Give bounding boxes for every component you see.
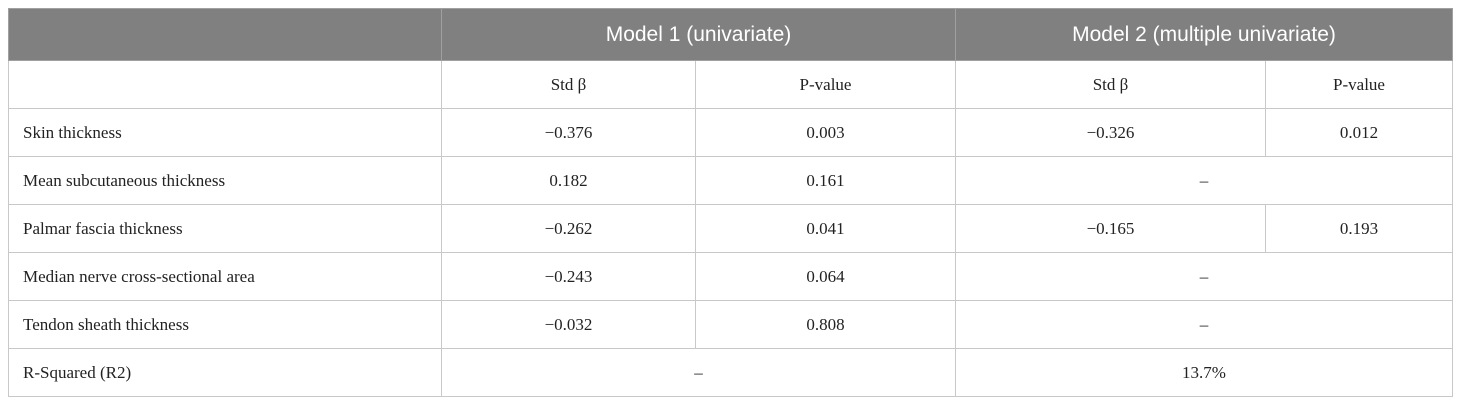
row: R-Squared (R2) – 13.7%: [8, 348, 1454, 397]
cell: −0.032: [441, 300, 696, 349]
header-cell: Model 2 (multiple univariate): [954, 8, 1454, 61]
cell: 0.161: [695, 156, 956, 205]
results-table: Model 1 (univariate) Model 2 (multiple u…: [8, 8, 1454, 397]
row: Skin thickness −0.376 0.003 −0.326 0.012: [8, 108, 1454, 157]
cell: 0.003: [695, 108, 956, 157]
row-label: Tendon sheath thickness: [8, 300, 442, 349]
cell: −0.243: [441, 252, 696, 301]
cell: 0.182: [441, 156, 696, 205]
empty-cell: [8, 60, 442, 109]
row-label: Mean subcutaneous thickness: [8, 156, 442, 205]
cell: –: [954, 252, 1454, 301]
row: Median nerve cross-sectional area −0.243…: [8, 252, 1454, 301]
cell: 0.012: [1264, 108, 1454, 157]
subheader-cell: P-value: [1264, 60, 1454, 109]
subheader-row: Std β P-value Std β P-value: [8, 60, 1454, 109]
cell: 0.808: [695, 300, 956, 349]
row: Mean subcutaneous thickness 0.182 0.161 …: [8, 156, 1454, 205]
empty-cell: [8, 8, 442, 61]
row: Palmar fascia thickness −0.262 0.041 −0.…: [8, 204, 1454, 253]
subheader-cell: Std β: [955, 60, 1266, 109]
subheader-cell: P-value: [695, 60, 956, 109]
row-label: Median nerve cross-sectional area: [8, 252, 442, 301]
cell: −0.376: [441, 108, 696, 157]
cell: –: [954, 300, 1454, 349]
header-cell: Model 1 (univariate): [441, 8, 956, 61]
cell: 0.064: [695, 252, 956, 301]
cell: –: [441, 348, 956, 397]
cell: −0.262: [441, 204, 696, 253]
header-row: Model 1 (univariate) Model 2 (multiple u…: [8, 8, 1454, 61]
subheader-cell: Std β: [441, 60, 696, 109]
cell: 0.193: [1264, 204, 1454, 253]
cell: 0.041: [695, 204, 956, 253]
cell: 13.7%: [954, 348, 1454, 397]
cell: −0.326: [955, 108, 1266, 157]
row: Tendon sheath thickness −0.032 0.808 –: [8, 300, 1454, 349]
cell: −0.165: [955, 204, 1266, 253]
cell: –: [954, 156, 1454, 205]
row-label: Palmar fascia thickness: [8, 204, 442, 253]
row-label: R-Squared (R2): [8, 348, 442, 397]
row-label: Skin thickness: [8, 108, 442, 157]
